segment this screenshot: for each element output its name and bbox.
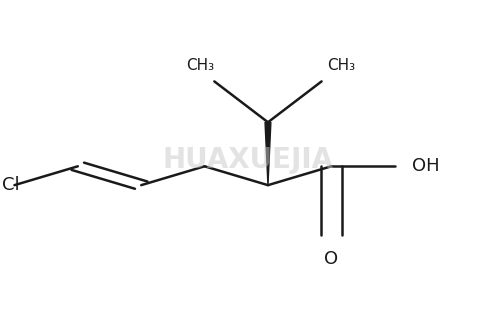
Polygon shape (265, 122, 271, 185)
Text: CH₃: CH₃ (327, 58, 355, 73)
Text: CH₃: CH₃ (186, 58, 214, 73)
Text: OH: OH (412, 157, 440, 175)
Text: Cl: Cl (2, 176, 20, 194)
Text: O: O (324, 250, 339, 268)
Text: HUAXUEJIA: HUAXUEJIA (163, 146, 334, 174)
